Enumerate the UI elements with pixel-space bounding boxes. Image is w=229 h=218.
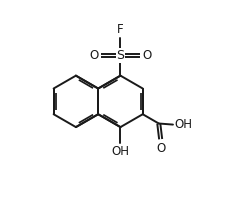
Text: O: O bbox=[89, 49, 98, 62]
Text: S: S bbox=[116, 49, 124, 62]
Text: O: O bbox=[142, 49, 151, 62]
Text: O: O bbox=[155, 142, 165, 155]
Text: OH: OH bbox=[111, 145, 129, 158]
Text: F: F bbox=[117, 22, 123, 36]
Text: OH: OH bbox=[173, 118, 191, 131]
